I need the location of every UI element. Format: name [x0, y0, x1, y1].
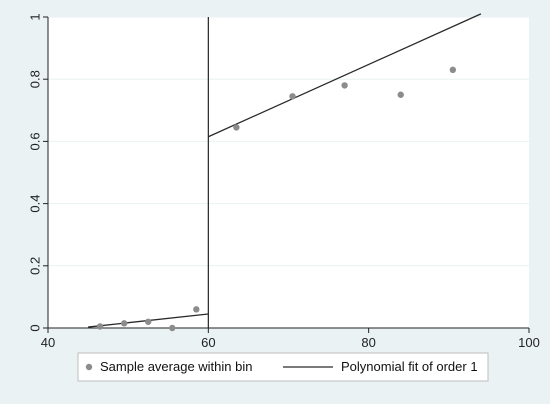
y-tick-label-3: 0.6	[28, 132, 43, 150]
legend: Sample average within bin Polynomial fit …	[77, 352, 489, 382]
legend-marker-scatter	[85, 363, 93, 371]
legend-label-scatter: Sample average within bin	[100, 359, 252, 374]
axes: 40 60 80 100 0 0.2 0.4 0.6 0.8 1	[28, 13, 540, 350]
scatter-point-3	[169, 324, 176, 332]
scatter-point-5	[233, 124, 240, 131]
scatter-point-0	[96, 323, 104, 330]
y-tick-label-4: 0.8	[28, 70, 43, 88]
scatter-points	[96, 66, 457, 332]
x-tick-label-1: 60	[201, 335, 215, 350]
y-tick-label-0: 0	[28, 324, 43, 331]
y-tick-label-1: 0.2	[28, 257, 43, 275]
x-tick-label-3: 100	[518, 335, 540, 350]
scatter-point-9	[449, 66, 457, 74]
y-tick-label-5: 1	[28, 13, 43, 20]
fit-line-segment-1	[208, 13, 482, 138]
x-tick-label-2: 80	[361, 335, 375, 350]
scatter-point-1	[120, 320, 128, 327]
scatter-point-2	[145, 318, 152, 325]
y-tick-label-2: 0.4	[28, 195, 43, 213]
legend-label-line: Polynomial fit of order 1	[341, 359, 478, 374]
scatter-point-8	[397, 91, 404, 98]
plot-area	[48, 17, 529, 328]
x-tick-label-0: 40	[41, 335, 55, 350]
scatter-point-6	[289, 93, 296, 100]
scatter-point-7	[341, 82, 348, 89]
scatter-point-4	[193, 306, 200, 313]
